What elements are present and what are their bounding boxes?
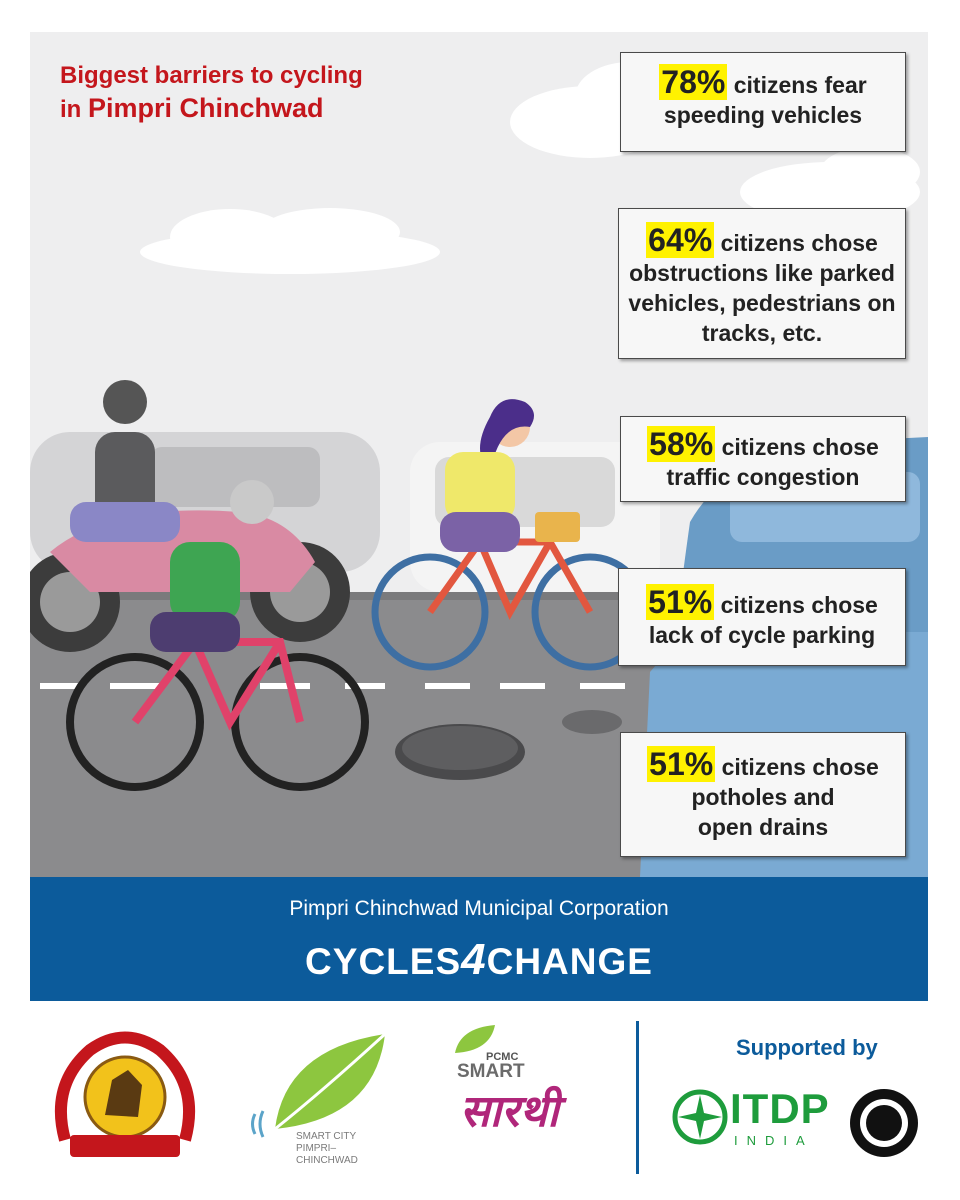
smart-city-text: SMART CITY PIMPRI– CHINCHWAD bbox=[296, 1131, 358, 1167]
stat-percent: 64% bbox=[646, 222, 715, 258]
drain bbox=[562, 710, 622, 734]
headline-line1: Biggest barriers to cycling bbox=[60, 62, 363, 89]
pcmc-seal-icon bbox=[54, 1031, 196, 1157]
stat-text: tracks, etc. bbox=[701, 320, 823, 346]
footer-divider bbox=[636, 1021, 639, 1174]
stat-text: lack of cycle parking bbox=[648, 622, 876, 648]
stat-text: open drains bbox=[697, 814, 829, 840]
campaign-title-pre: CYCLES bbox=[305, 941, 462, 982]
stat-text: obstructions like parked bbox=[629, 260, 895, 286]
stat-text: vehicles, pedestrians on bbox=[628, 290, 896, 316]
itdp-subtitle: INDIA bbox=[734, 1133, 814, 1148]
brand-banner: Pimpri Chinchwad Municipal Corporation C… bbox=[30, 877, 928, 1001]
infographic-poster: Biggest barriers to cycling in Pimpri Ch… bbox=[30, 32, 928, 877]
bicycle-wheel bbox=[371, 553, 489, 671]
stat-text: potholes and bbox=[691, 784, 835, 810]
stat-box-parking: 51% citizens chose lack of cycle parking bbox=[618, 568, 906, 666]
stat-text: citizens chose bbox=[720, 230, 878, 256]
itdp-wordmark: ITDP bbox=[730, 1085, 830, 1132]
smart-city-line: PIMPRI– bbox=[296, 1143, 337, 1154]
campaign-title: CYCLES4CHANGE bbox=[30, 935, 928, 985]
stat-box-congestion: 58% citizens chose traffic congestion bbox=[620, 416, 906, 502]
lane-markings bbox=[40, 683, 625, 689]
supported-by-label: Supported by bbox=[736, 1035, 878, 1060]
headline-place: Pimpri Chinchwad bbox=[88, 93, 324, 123]
campaign-title-number: 4 bbox=[461, 935, 487, 984]
headline-prefix: in bbox=[60, 96, 82, 123]
stat-percent: 58% bbox=[647, 426, 716, 462]
smart-city-line: SMART CITY bbox=[296, 1131, 357, 1142]
logo-footer: SMART CITY PIMPRI– CHINCHWAD PCMC SMART … bbox=[0, 1001, 960, 1200]
organization-name: Pimpri Chinchwad Municipal Corporation bbox=[289, 897, 669, 920]
sarthi-script-label: सारथी bbox=[460, 1087, 559, 1136]
itdp-logo-icon bbox=[672, 1089, 728, 1145]
stat-text: speeding vehicles bbox=[663, 102, 863, 128]
smart-city-leaf-icon bbox=[251, 1032, 387, 1138]
sarthi-top-label: PCMC bbox=[486, 1051, 519, 1063]
stat-box-speeding: 78% citizens fear speeding vehicles bbox=[620, 52, 906, 152]
rider-head bbox=[103, 380, 147, 424]
stat-text: traffic congestion bbox=[666, 464, 860, 490]
stat-box-potholes: 51% citizens chose potholes and open dra… bbox=[620, 732, 906, 857]
sarthi-mid-label: SMART bbox=[457, 1061, 525, 1082]
sarthi-logo-icon bbox=[455, 1025, 495, 1053]
bicycle-wheel bbox=[66, 653, 204, 791]
clouds bbox=[140, 62, 920, 274]
stat-text: citizens chose bbox=[721, 754, 879, 780]
stat-percent: 78% bbox=[659, 64, 728, 100]
stat-text: citizens fear bbox=[733, 72, 867, 98]
stat-box-obstructions: 64% citizens chose obstructions like par… bbox=[618, 208, 906, 359]
bycs-logo-icon bbox=[850, 1089, 918, 1157]
stat-percent: 51% bbox=[646, 584, 715, 620]
stat-text: citizens chose bbox=[721, 434, 879, 460]
headline: Biggest barriers to cycling in Pimpri Ch… bbox=[60, 60, 363, 126]
smart-city-line: CHINCHWAD bbox=[296, 1155, 358, 1166]
campaign-title-post: CHANGE bbox=[486, 941, 653, 982]
stat-text: citizens chose bbox=[720, 592, 878, 618]
stat-percent: 51% bbox=[647, 746, 716, 782]
